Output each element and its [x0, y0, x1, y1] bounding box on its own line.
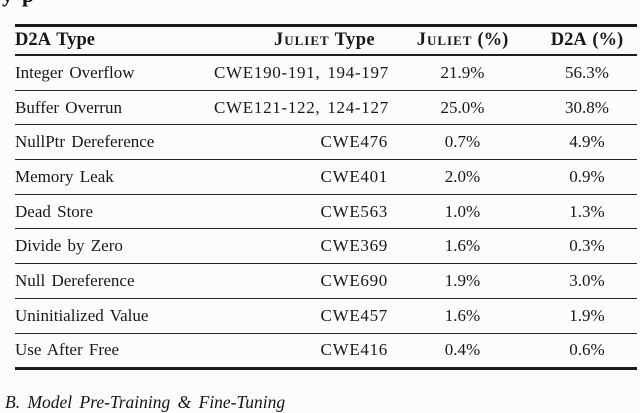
- cell-d2a-type: NullPtr Dereference: [15, 124, 214, 161]
- cell-juliet-type: CWE476: [214, 124, 388, 161]
- cell-juliet-pct: 1.0%: [388, 194, 537, 230]
- cell-juliet-type: CWE457: [214, 298, 388, 334]
- juliet-type-rest-label: Type: [334, 30, 375, 50]
- cell-d2a-pct: 30.8%: [537, 90, 637, 126]
- juliet-smallcaps-label: Juliet: [416, 30, 473, 50]
- cell-d2a-type: Buffer Overrun: [15, 90, 214, 126]
- juliet-smallcaps-label: Juliet: [273, 30, 330, 50]
- cell-d2a-type: Uninitialized Value: [15, 298, 214, 334]
- cell-juliet-type: CWE416: [320, 340, 388, 360]
- cell-d2a-type: Integer Overflow: [15, 55, 214, 91]
- cell-juliet-type: CWE369: [214, 228, 388, 265]
- cell-juliet-pct: 25.0%: [388, 90, 537, 126]
- cell-juliet-type: CWE690: [214, 263, 388, 299]
- table-header-row: D2A Type Juliet Type Juliet (%) D2A (%): [15, 25, 637, 56]
- table-row: Memory Leak CWE401 2.0% 0.9%: [15, 159, 637, 195]
- cell-juliet-pct: 0.7%: [388, 124, 537, 161]
- cell-d2a-type: Use After Free: [15, 340, 120, 360]
- cell-d2a-pct: 56.3%: [537, 55, 637, 91]
- cell-d2a-pct: 0.9%: [537, 159, 637, 195]
- cropped-caption-fragment: yp: [2, 0, 43, 8]
- table-row: Divide by Zero CWE369 1.6% 0.3%: [15, 228, 637, 265]
- column-header-d2a-pct: D2A (%): [537, 25, 637, 56]
- cell-juliet-type: CWE121-122, 124-127: [214, 90, 388, 126]
- juliet-pct-rest-label: (%): [477, 30, 509, 50]
- cwe-results-table: D2A Type Juliet Type Juliet (%) D2A (%) In…: [15, 24, 637, 371]
- cell-d2a-pct: 0.6%: [569, 340, 605, 360]
- cell-juliet-type: CWE190-191, 194-197: [214, 55, 388, 91]
- cell-d2a-type: Memory Leak: [15, 159, 214, 195]
- cell-d2a-pct: 1.3%: [537, 194, 637, 230]
- cell-d2a-pct: 3.0%: [537, 263, 637, 299]
- cell-juliet-pct: 2.0%: [388, 159, 537, 195]
- cell-d2a-pct: 0.3%: [537, 228, 637, 265]
- table-row: Dead Store CWE563 1.0% 1.3%: [15, 194, 637, 230]
- column-header-juliet-type: Juliet Type: [214, 25, 388, 56]
- cell-d2a-type: Null Dereference: [15, 263, 214, 299]
- cell-d2a-type: Divide by Zero: [15, 228, 214, 265]
- cell-juliet-pct: 21.9%: [388, 55, 537, 91]
- table-row: Integer Overflow CWE190-191, 194-197 21.…: [15, 55, 637, 91]
- section-heading: B. Model Pre-Training & Fine-Tuning: [5, 392, 286, 412]
- cell-juliet-pct: 0.4%: [444, 340, 481, 360]
- cell-juliet-pct: 1.6%: [388, 298, 537, 334]
- cell-juliet-pct: 1.6%: [388, 228, 537, 265]
- cell-juliet-type: CWE563: [214, 194, 388, 230]
- cell-d2a-pct: 4.9%: [537, 124, 637, 161]
- cell-juliet-type: CWE401: [214, 159, 388, 195]
- column-header-d2a-type: D2A Type: [15, 25, 214, 56]
- table-row: Null Dereference CWE690 1.9% 3.0%: [15, 263, 637, 299]
- table-row: Uninitialized Value CWE457 1.6% 1.9%: [15, 298, 637, 334]
- cell-d2a-pct: 1.9%: [537, 298, 637, 334]
- table-row: Use After Free CWE416 0.4% 0.6%: [15, 333, 637, 369]
- table-row: NullPtr Dereference CWE476 0.7% 4.9%: [15, 124, 637, 161]
- cell-juliet-pct: 1.9%: [388, 263, 537, 299]
- column-header-juliet-pct: Juliet (%): [388, 25, 537, 56]
- cell-d2a-type: Dead Store: [15, 194, 214, 230]
- table-row: Buffer Overrun CWE121-122, 124-127 25.0%…: [15, 90, 637, 126]
